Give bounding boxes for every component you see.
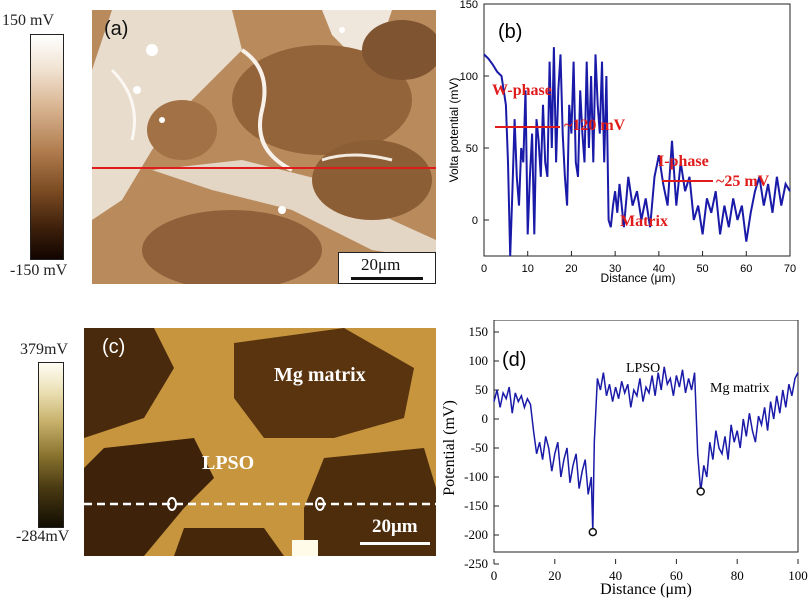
d-lpso-label: LPSO <box>626 361 660 376</box>
x-tick-label: 20 <box>548 568 561 583</box>
y-tick-label: 150 <box>460 0 478 11</box>
chart-b: 0 10 20 30 40 50 60 70 0 50 100 150 (b) W-phase ~12… <box>447 0 796 285</box>
chart-d-tag: (d) <box>502 349 526 371</box>
y-tick-label: 50 <box>466 143 478 155</box>
colorbar-a-max: 150 mV <box>2 12 54 29</box>
colorbar-a-min: -150 mV <box>10 262 68 279</box>
chart-b-series-line <box>483 47 791 257</box>
y-tick-label: 100 <box>460 71 478 83</box>
minimum-marker <box>588 527 598 537</box>
chart-b-frame <box>483 3 791 257</box>
x-tick-label: 60 <box>740 263 752 275</box>
chart-b-xlabel: Distance (μm) <box>601 271 676 285</box>
y-tick-label: -150 <box>464 498 488 513</box>
y-tick-label: -100 <box>464 469 488 484</box>
scale-bar-a-label: 20μm <box>361 255 401 274</box>
y-tick-label: 100 <box>469 353 489 368</box>
colorbar-a <box>30 34 64 260</box>
chart-b-tag: (b) <box>498 21 522 43</box>
y-tick-label: -200 <box>464 527 488 542</box>
b-w-phase-label: W-phase <box>492 82 552 99</box>
b-i-phase-label: I-phase <box>658 153 709 170</box>
chart-d-series-line <box>493 366 799 533</box>
colorbar-c <box>38 362 64 528</box>
scale-bar-a: 20μm <box>338 252 436 284</box>
y-tick-label: -50 <box>471 440 488 455</box>
x-tick-label: 40 <box>653 263 665 275</box>
colorbar-c-max: 379mV <box>20 341 68 358</box>
kpfm-image-c <box>84 328 436 556</box>
panel-a-tag: (a) <box>104 18 129 40</box>
x-tick-label: 80 <box>731 568 744 583</box>
y-tick-label: 0 <box>472 215 478 227</box>
x-tick-label: 60 <box>670 568 683 583</box>
x-tick-label: 10 <box>522 263 534 275</box>
x-tick-label: 0 <box>491 568 498 583</box>
x-tick-label: 70 <box>784 263 796 275</box>
y-tick-label: 0 <box>482 411 489 426</box>
panel-c-lpso-label: LPSO <box>202 452 255 474</box>
x-tick-label: 20 <box>565 263 577 275</box>
panel-c-tag: (c) <box>102 336 126 358</box>
chart-d-xlabel: Distance (μm) <box>600 581 692 598</box>
panel-c-matrix-label: Mg matrix <box>274 364 366 386</box>
chart-d-frame <box>493 320 799 553</box>
chart-d: 0 20 40 60 80 100 -250 -200 -150 -100 -50 0 50 100 150… <box>441 320 808 598</box>
chart-b-ylabel: Volta potential (mV) <box>447 78 461 183</box>
scale-bar-c-label: 20μm <box>372 516 418 537</box>
y-tick-label: 50 <box>475 382 488 397</box>
x-tick-label: 0 <box>481 263 487 275</box>
b-w-value-label: ~120 mV <box>564 117 626 134</box>
minimum-marker <box>696 487 705 496</box>
y-tick-label: -250 <box>464 556 488 571</box>
chart-d-ylabel: Potential (mV) <box>441 400 458 496</box>
colorbar-c-min: -284mV <box>16 528 70 545</box>
kpfm-image-a <box>92 10 436 284</box>
scale-bar-a-line <box>351 277 423 280</box>
x-tick-label: 40 <box>609 568 622 583</box>
x-tick-label: 30 <box>609 263 621 275</box>
x-tick-label: 50 <box>696 263 708 275</box>
b-matrix-label: Matrix <box>620 213 668 230</box>
y-tick-label: 150 <box>469 324 489 339</box>
x-tick-label: 100 <box>788 568 808 583</box>
d-matrix-label: Mg matrix <box>710 381 770 396</box>
scale-bar-c-line <box>360 542 430 545</box>
b-i-value-label: ~25 mV <box>716 173 770 190</box>
